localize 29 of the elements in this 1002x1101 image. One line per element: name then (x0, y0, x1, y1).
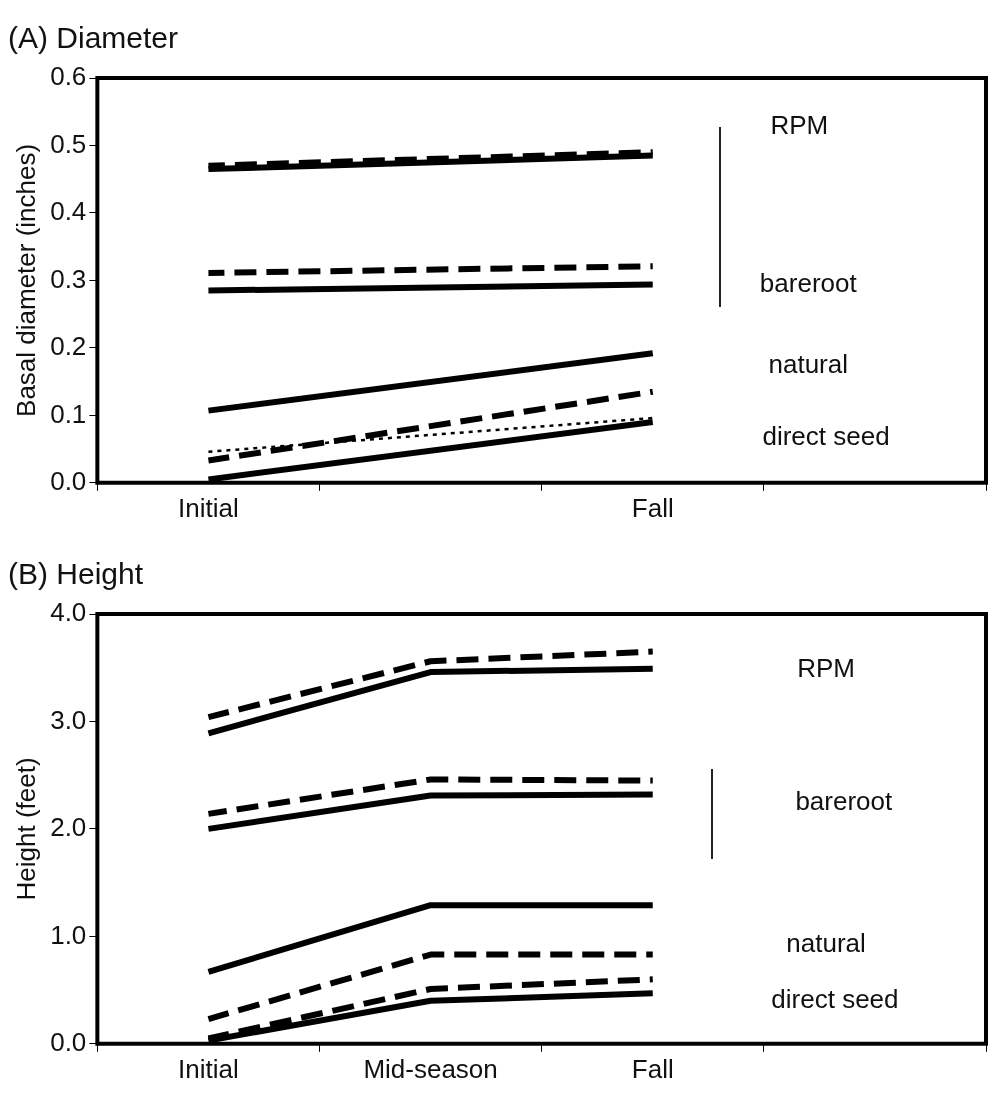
y-tick-label: 0.6 (50, 61, 87, 92)
x-tick-label: Initial (178, 1053, 239, 1084)
y-tick-label: 4.0 (50, 597, 87, 628)
y-tick-label: 0.3 (50, 263, 87, 294)
chart-title: (B) Height (8, 557, 144, 591)
x-tick-label: Fall (631, 492, 674, 523)
annotation: natural (768, 348, 849, 379)
annotation: bareroot (795, 786, 894, 817)
y-tick-label: 1.0 (50, 919, 87, 950)
y-tick-label: 2.0 (50, 812, 87, 843)
chart-title: (A) Diameter (8, 21, 179, 55)
y-tick-label: 0.0 (50, 465, 87, 496)
y-tick-label: 0.5 (50, 128, 87, 159)
y-tick-label: 0.1 (50, 398, 87, 429)
y-tick-label: 0.2 (50, 331, 87, 362)
y-axis-title: Height (feet) (10, 757, 41, 901)
annotation: RPM (797, 653, 855, 684)
x-tick-label: Mid-season (363, 1053, 498, 1084)
annotation: bareroot (759, 267, 858, 298)
annotation: direct seed (771, 983, 899, 1014)
y-tick-label: 0.4 (50, 196, 87, 227)
annotation: natural (786, 928, 866, 959)
y-tick-label: 3.0 (50, 704, 87, 735)
annotation: direct seed (762, 421, 890, 452)
x-tick-label: Fall (631, 1053, 674, 1084)
y-tick-label: 0.0 (50, 1026, 87, 1057)
y-axis-title: Basal diameter (inches) (10, 143, 41, 417)
x-tick-label: Initial (178, 492, 239, 523)
annotation: RPM (770, 109, 829, 140)
